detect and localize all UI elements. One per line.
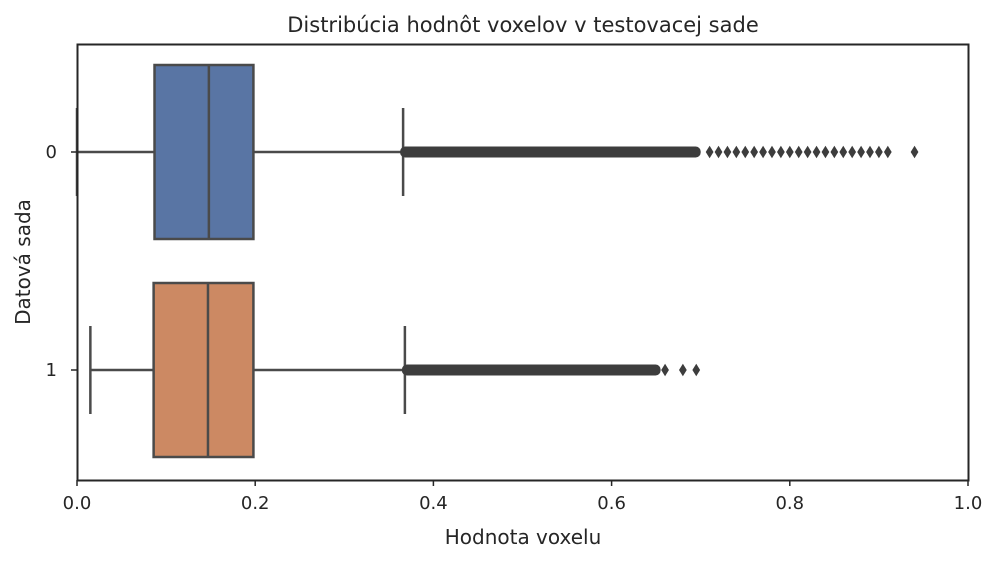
x-tick-label: 0.4: [419, 493, 448, 514]
box-group-1: [89, 281, 701, 459]
chart-title: Distribúcia hodnôt voxelov v testovacej …: [287, 13, 759, 37]
plot-area: [75, 63, 919, 459]
outlier-point: [839, 145, 848, 159]
box-group-0: [75, 63, 919, 241]
y-axis-label: Datová sada: [11, 199, 35, 325]
outlier-point: [812, 145, 821, 159]
y-tick-label: 1: [46, 360, 57, 381]
outlier-point: [768, 145, 776, 159]
outlier-dense-band: [400, 146, 701, 158]
outlier-point: [910, 145, 919, 159]
outlier-point: [848, 145, 857, 159]
outlier-point: [777, 145, 785, 159]
outlier-point: [714, 145, 723, 159]
outlier-point: [741, 145, 750, 159]
x-tick-label: 0.6: [597, 493, 626, 514]
plot-frame: [76, 43, 970, 482]
outlier-point: [821, 145, 830, 159]
x-tick-label: 0.2: [241, 493, 270, 514]
outlier-point: [883, 145, 892, 159]
outlier-point: [830, 145, 839, 159]
outlier-point: [705, 145, 714, 159]
box-iqr: [152, 281, 255, 459]
outlier-point: [723, 145, 732, 159]
outlier-point: [692, 363, 701, 377]
outlier-point: [785, 145, 794, 159]
x-tick-label: 1.0: [954, 493, 983, 514]
y-axis-ticks: 01: [46, 142, 77, 381]
x-tick-label: 0.8: [775, 493, 804, 514]
x-axis-label: Hodnota voxelu: [445, 525, 602, 549]
outlier-point: [803, 145, 812, 159]
x-tick-label: 0.0: [63, 493, 92, 514]
outlier-point: [759, 145, 767, 159]
box-iqr: [153, 63, 255, 241]
outlier-point: [678, 363, 687, 377]
y-tick-label: 0: [46, 142, 57, 163]
outlier-point: [875, 145, 883, 159]
outlier-point: [866, 145, 874, 159]
outlier-point: [732, 145, 741, 159]
outlier-point: [661, 363, 669, 377]
x-axis-ticks: 0.0 0.2 0.4 0.6 0.8 1.0: [63, 480, 983, 514]
outlier-point: [750, 145, 759, 159]
outlier-point: [857, 145, 865, 159]
outlier-point: [794, 145, 803, 159]
outlier-dense-band: [401, 364, 661, 376]
